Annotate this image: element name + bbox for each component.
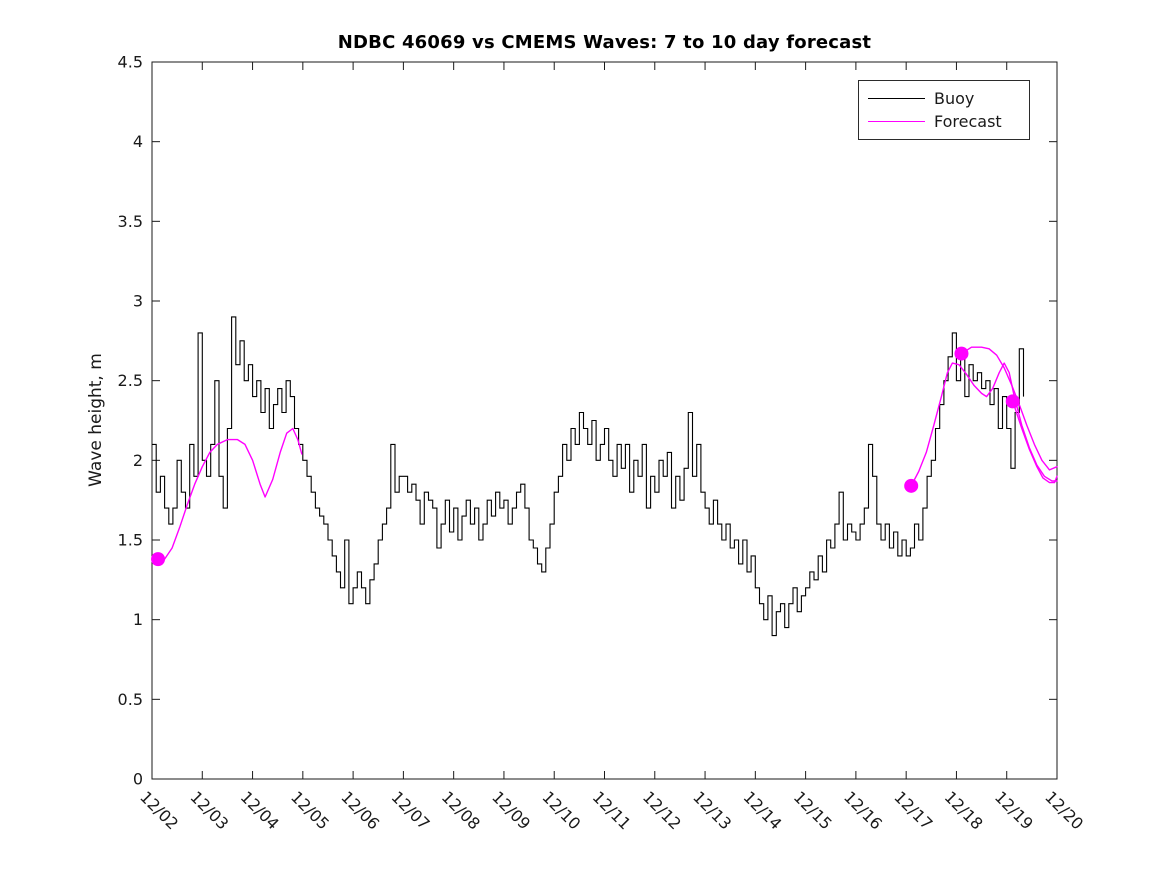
forecast-series-line [157,427,303,560]
y-tick-labels: 0 0.5 1 1.5 2 2.5 3 3.5 4 4.5 [118,53,143,789]
x-tick-label: 12/18 [941,787,987,833]
x-tick-label: 12/07 [388,787,434,833]
x-tick-label: 12/02 [136,787,182,833]
x-tick-label: 12/16 [840,787,886,833]
x-tick-label: 12/03 [186,787,232,833]
legend: Buoy Forecast [858,80,1030,140]
forecast-start-marker [954,346,969,361]
x-tick-label: 12/20 [1041,787,1087,833]
forecast-series-line [1012,400,1058,484]
y-tick-label: 4 [133,132,143,151]
y-tick-label: 3 [133,292,143,311]
forecast-line-swatch-icon [868,121,925,123]
x-tick-label: 12/15 [790,787,836,833]
legend-item-forecast: Forecast [859,112,1029,131]
x-tick-label: 12/12 [639,787,685,833]
forecast-start-marker [151,552,166,567]
legend-item-buoy: Buoy [859,89,1029,108]
plot-box [151,61,1058,780]
buoy-series-line [152,316,1025,637]
y-tick-label: 1.5 [118,531,143,550]
x-tick-label: 12/10 [538,787,584,833]
x-tick-label: 12/08 [438,787,484,833]
legend-label-buoy: Buoy [934,88,975,108]
y-tick-label: 0.5 [118,690,143,709]
x-tick-label: 12/17 [890,787,936,833]
x-tick-label: 12/14 [740,787,786,833]
x-tick-label: 12/11 [589,787,635,833]
x-tick-label: 12/13 [689,787,735,833]
x-tick-label: 12/09 [488,787,534,833]
x-tick-label: 12/04 [237,787,283,833]
y-tick-label: 3.5 [118,212,143,231]
forecast-series-line [960,346,1058,471]
y-tick-label: 2 [133,451,143,470]
x-tick-labels: 12/02 12/03 12/04 12/05 12/06 12/07 12/08 12/09… [136,787,1087,833]
forecast-start-marker [1005,394,1020,409]
y-tick-label: 4.5 [118,53,143,72]
axis-ticks [151,61,1058,780]
x-tick-label: 12/05 [287,787,333,833]
x-tick-label: 12/19 [991,787,1037,833]
legend-label-forecast: Forecast [934,112,1002,131]
y-axis-title: Wave height, m [86,353,106,487]
x-tick-label: 12/06 [337,787,383,833]
chart-title: NDBC 46069 vs CMEMS Waves: 7 to 10 day f… [337,32,872,53]
buoy-line-swatch-icon [868,97,925,99]
y-tick-label: 0 [133,770,143,789]
forecast-start-marker [904,478,919,493]
y-tick-label: 1 [133,610,143,629]
y-tick-label: 2.5 [118,371,143,390]
forecast-series-line [910,362,1058,487]
